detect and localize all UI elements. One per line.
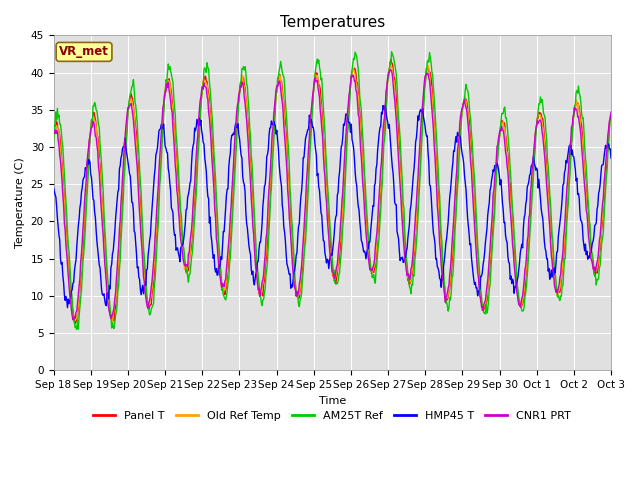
- Title: Temperatures: Temperatures: [280, 15, 385, 30]
- Text: VR_met: VR_met: [59, 46, 109, 59]
- Legend: Panel T, Old Ref Temp, AM25T Ref, HMP45 T, CNR1 PRT: Panel T, Old Ref Temp, AM25T Ref, HMP45 …: [89, 406, 576, 425]
- Y-axis label: Temperature (C): Temperature (C): [15, 157, 25, 248]
- X-axis label: Time: Time: [319, 396, 346, 406]
